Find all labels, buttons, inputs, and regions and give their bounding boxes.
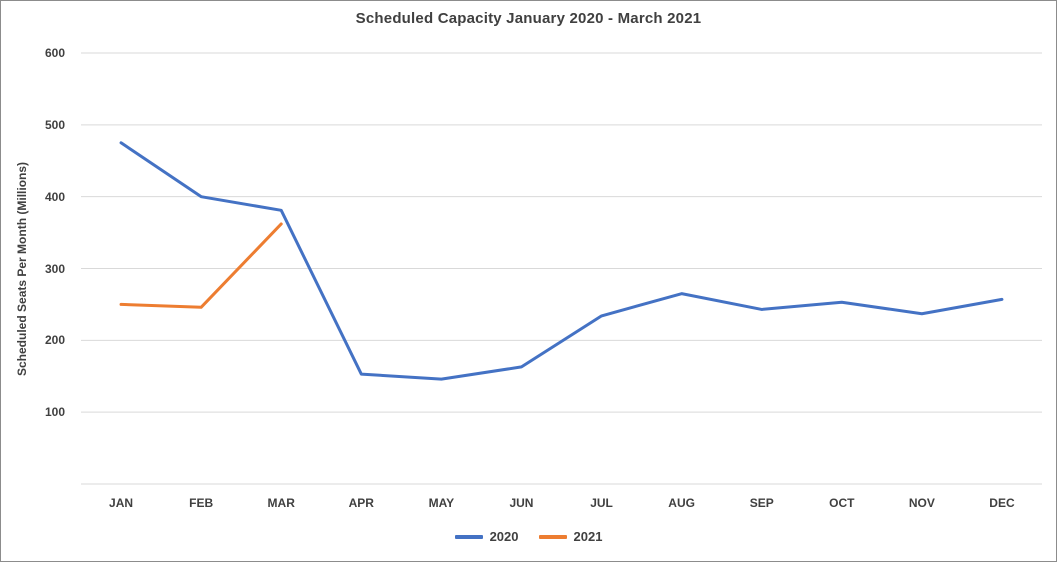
- x-tick-label-may: MAY: [428, 496, 455, 510]
- x-tick-label-oct: OCT: [829, 496, 855, 510]
- y-tick-label-400: 400: [44, 189, 65, 204]
- y-tick-label-500: 500: [44, 117, 65, 132]
- y-tick-label-200: 200: [44, 333, 65, 348]
- series-line-2021: [119, 222, 283, 309]
- legend-item-2020: 2020: [454, 529, 519, 544]
- legend: 2020 2021: [1, 529, 1056, 544]
- x-tick-label-apr: APR: [348, 496, 374, 510]
- x-tick-label-jun: JUN: [509, 496, 534, 510]
- x-tick-label-sep: SEP: [749, 496, 774, 510]
- x-tick-label-mar: MAR: [267, 496, 295, 510]
- y-tick-label-600: 600: [44, 46, 65, 60]
- y-tick-label-300: 300: [44, 261, 65, 276]
- legend-label-2021: 2021: [573, 529, 603, 544]
- chart-title: Scheduled Capacity January 2020 - March …: [355, 10, 702, 27]
- x-tick-label-aug: AUG: [668, 496, 695, 510]
- x-tick-label-feb: FEB: [189, 496, 214, 510]
- x-tick-label-jul: JUL: [590, 496, 613, 510]
- y-tick-label-100: 100: [44, 405, 65, 420]
- x-tick-label-nov: NOV: [908, 496, 935, 510]
- legend-swatch-2021: [538, 534, 567, 539]
- series-line-2020: [119, 141, 1004, 381]
- x-tick-label-dec: DEC: [989, 496, 1015, 510]
- x-tick-label-jan: JAN: [109, 496, 134, 510]
- legend-label-2020: 2020: [489, 529, 519, 544]
- legend-swatch-2020: [454, 534, 483, 539]
- legend-item-2021: 2021: [538, 529, 603, 544]
